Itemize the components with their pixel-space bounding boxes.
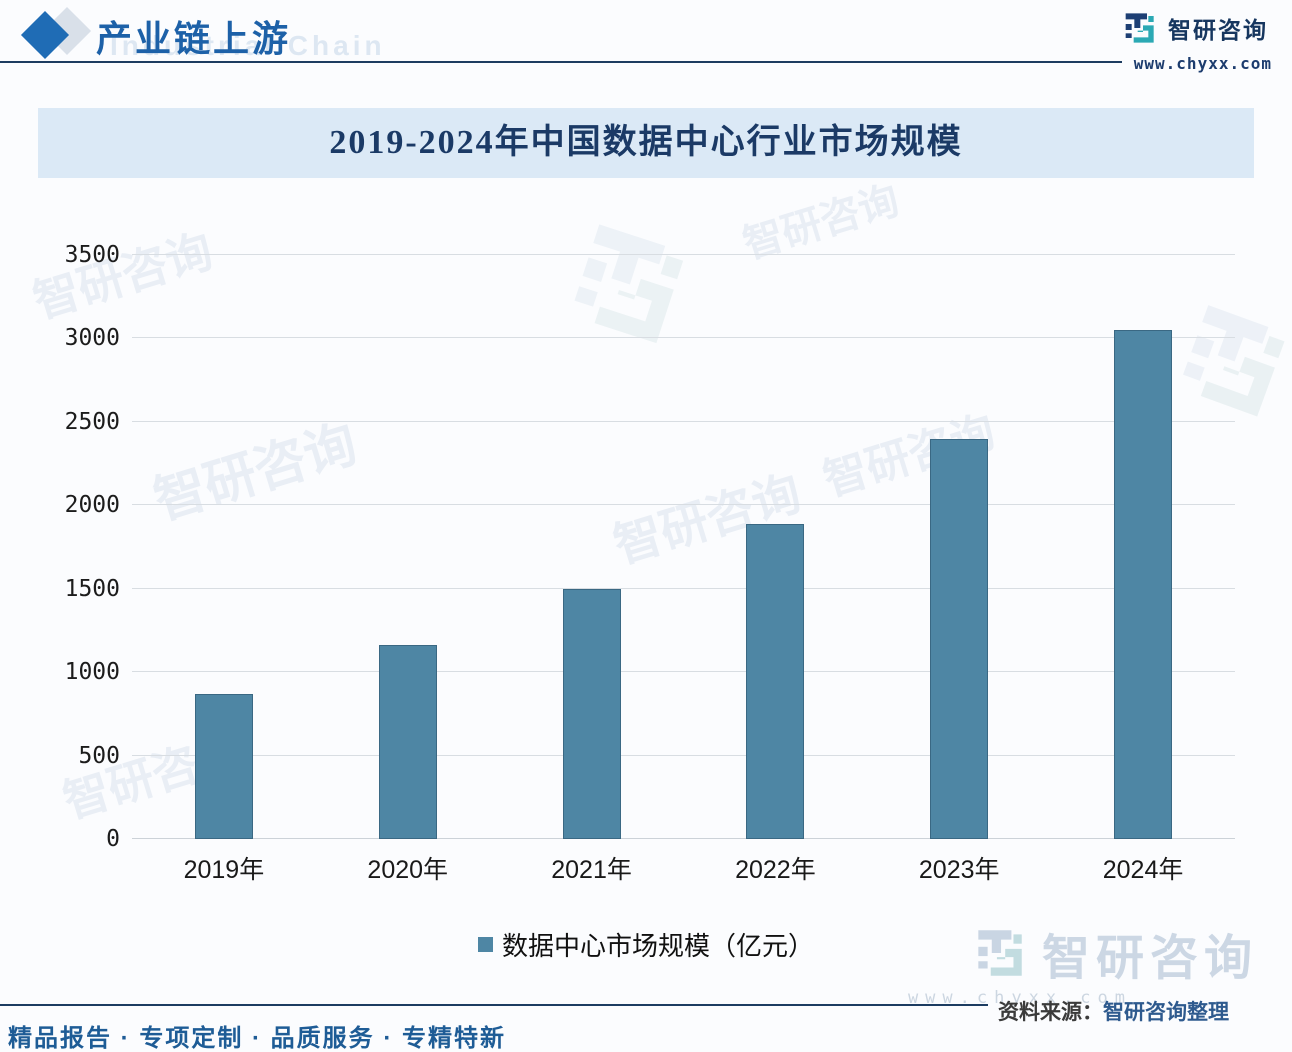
gridline-1000 (132, 671, 1235, 673)
bar-2020年 (378, 644, 437, 839)
x-tick-label-2022年: 2022年 (735, 856, 816, 884)
bar-2021年 (562, 588, 621, 839)
section-title: 产业链上游 (96, 19, 292, 59)
brand-name: 智研咨询 (1168, 17, 1268, 43)
chart-legend: 数据中心市场规模（亿元） (0, 926, 1292, 963)
x-tick-label-2019年: 2019年 (183, 856, 265, 884)
y-tick-label-0: 0 (106, 826, 120, 852)
brand-logo: 智研咨询 (1119, 8, 1268, 48)
gridline-2000 (132, 504, 1235, 506)
x-tick-label-2023年: 2023年 (918, 856, 1000, 884)
gridline-500 (132, 754, 1235, 756)
y-tick-label-2500: 2500 (64, 408, 120, 435)
plot-area (132, 254, 1235, 839)
bar-column-2019年 (132, 255, 316, 839)
y-tick-label-3000: 3000 (64, 325, 120, 352)
footer-watermark-logo: 智研咨询 (968, 918, 1258, 988)
legend-swatch-icon (477, 937, 493, 952)
footer-divider (0, 1004, 988, 1006)
source-label: 资料来源： (998, 1001, 1103, 1024)
brand-site-url: www.chyxx.com (1133, 54, 1272, 73)
bar-column-2022年 (683, 255, 867, 839)
data-source-line: 资料来源：智研咨询整理 (998, 996, 1229, 1026)
bar-column-2023年 (867, 255, 1051, 839)
header-divider (0, 61, 1122, 63)
y-tick-label-3500: 3500 (64, 242, 120, 268)
footer-tagline: 精品报告 · 专项定制 · 品质服务 · 专精特新 (8, 1025, 506, 1052)
bar-series (132, 255, 1235, 839)
gridline-1500 (132, 587, 1235, 589)
source-value: 智研咨询整理 (1103, 1001, 1229, 1024)
bar-column-2020年 (316, 255, 500, 839)
y-tick-label-1500: 1500 (64, 575, 120, 602)
footer-watermark-site: www.chyxx.com (907, 988, 1132, 1008)
bar-column-2021年 (500, 255, 684, 839)
bar-2024年 (1114, 330, 1173, 839)
zhiyan-logo-icon (1125, 13, 1154, 43)
header-watermark-text: Industrial Chain (110, 30, 386, 61)
gridline-0 (132, 838, 1235, 839)
gridline-2500 (132, 420, 1235, 422)
bar-2023年 (930, 438, 989, 839)
footer-watermark-brand: 智研咨询 (1041, 932, 1258, 985)
y-tick-label-1000: 1000 (64, 659, 120, 686)
section-diamond-icon (20, 6, 94, 62)
chart-title-band: 2019-2024年中国数据中心行业市场规模 (38, 108, 1254, 178)
x-tick-label-2021年: 2021年 (551, 856, 632, 884)
y-tick-label-2000: 2000 (64, 492, 120, 519)
legend-label: 数据中心市场规模（亿元） (501, 931, 814, 961)
bar-column-2024年 (1051, 255, 1235, 839)
gridline-3500 (132, 254, 1235, 255)
bar-2019年 (194, 693, 253, 839)
x-axis-labels: 2019年 2020年 2021年 2022年 2023年 2024年 (132, 850, 1235, 886)
gridline-3000 (132, 337, 1235, 339)
x-tick-label-2024年: 2024年 (1102, 856, 1184, 884)
zhiyan-logo-ghost-icon (978, 930, 1022, 976)
x-tick-label-2020年: 2020年 (367, 856, 449, 884)
bar-2022年 (746, 523, 805, 839)
y-tick-label-500: 500 (78, 742, 120, 769)
y-axis-labels: 0 500 1000 1500 2000 2500 3000 3500 (40, 242, 120, 852)
chart-title: 2019-2024年中国数据中心行业市场规模 (329, 124, 963, 161)
